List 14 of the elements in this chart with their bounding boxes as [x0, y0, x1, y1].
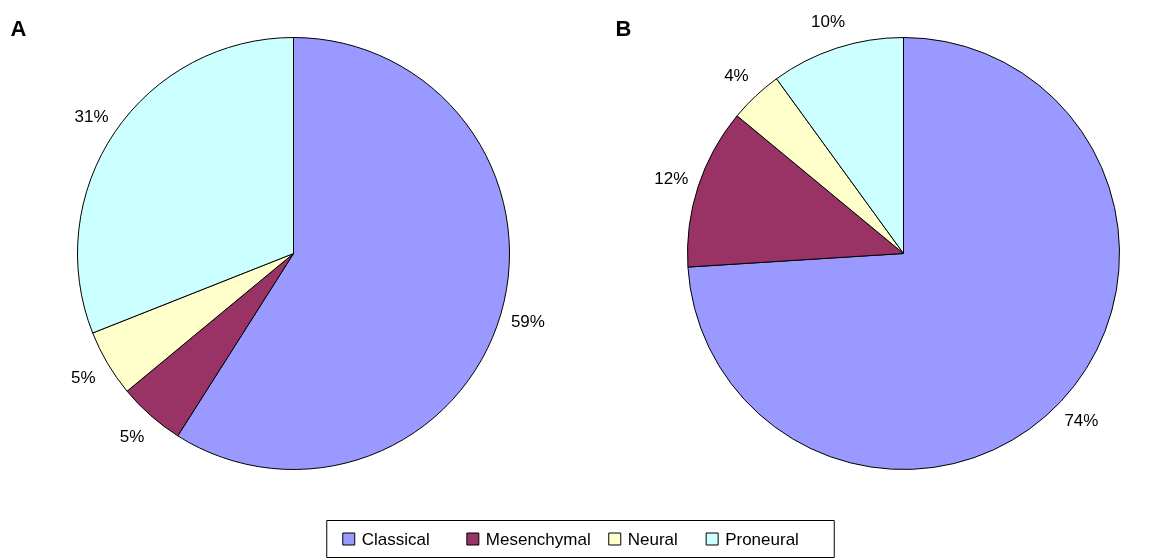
- chart-title: B: [615, 16, 632, 41]
- data-label: 74%: [1064, 411, 1099, 431]
- legend-label: Classical: [361, 529, 430, 549]
- data-label: 59%: [510, 312, 545, 332]
- legend-label: Proneural: [725, 529, 799, 549]
- data-label: 12%: [654, 168, 689, 188]
- data-label: 5%: [71, 368, 96, 388]
- chart-title: A: [10, 16, 27, 41]
- data-label: 4%: [724, 66, 749, 86]
- data-label: 5%: [119, 427, 145, 447]
- data-label: 10%: [811, 11, 846, 31]
- legend-label: Neural: [627, 529, 678, 549]
- legend-label: Mesenchymal: [485, 529, 591, 549]
- data-label: 31%: [74, 106, 109, 126]
